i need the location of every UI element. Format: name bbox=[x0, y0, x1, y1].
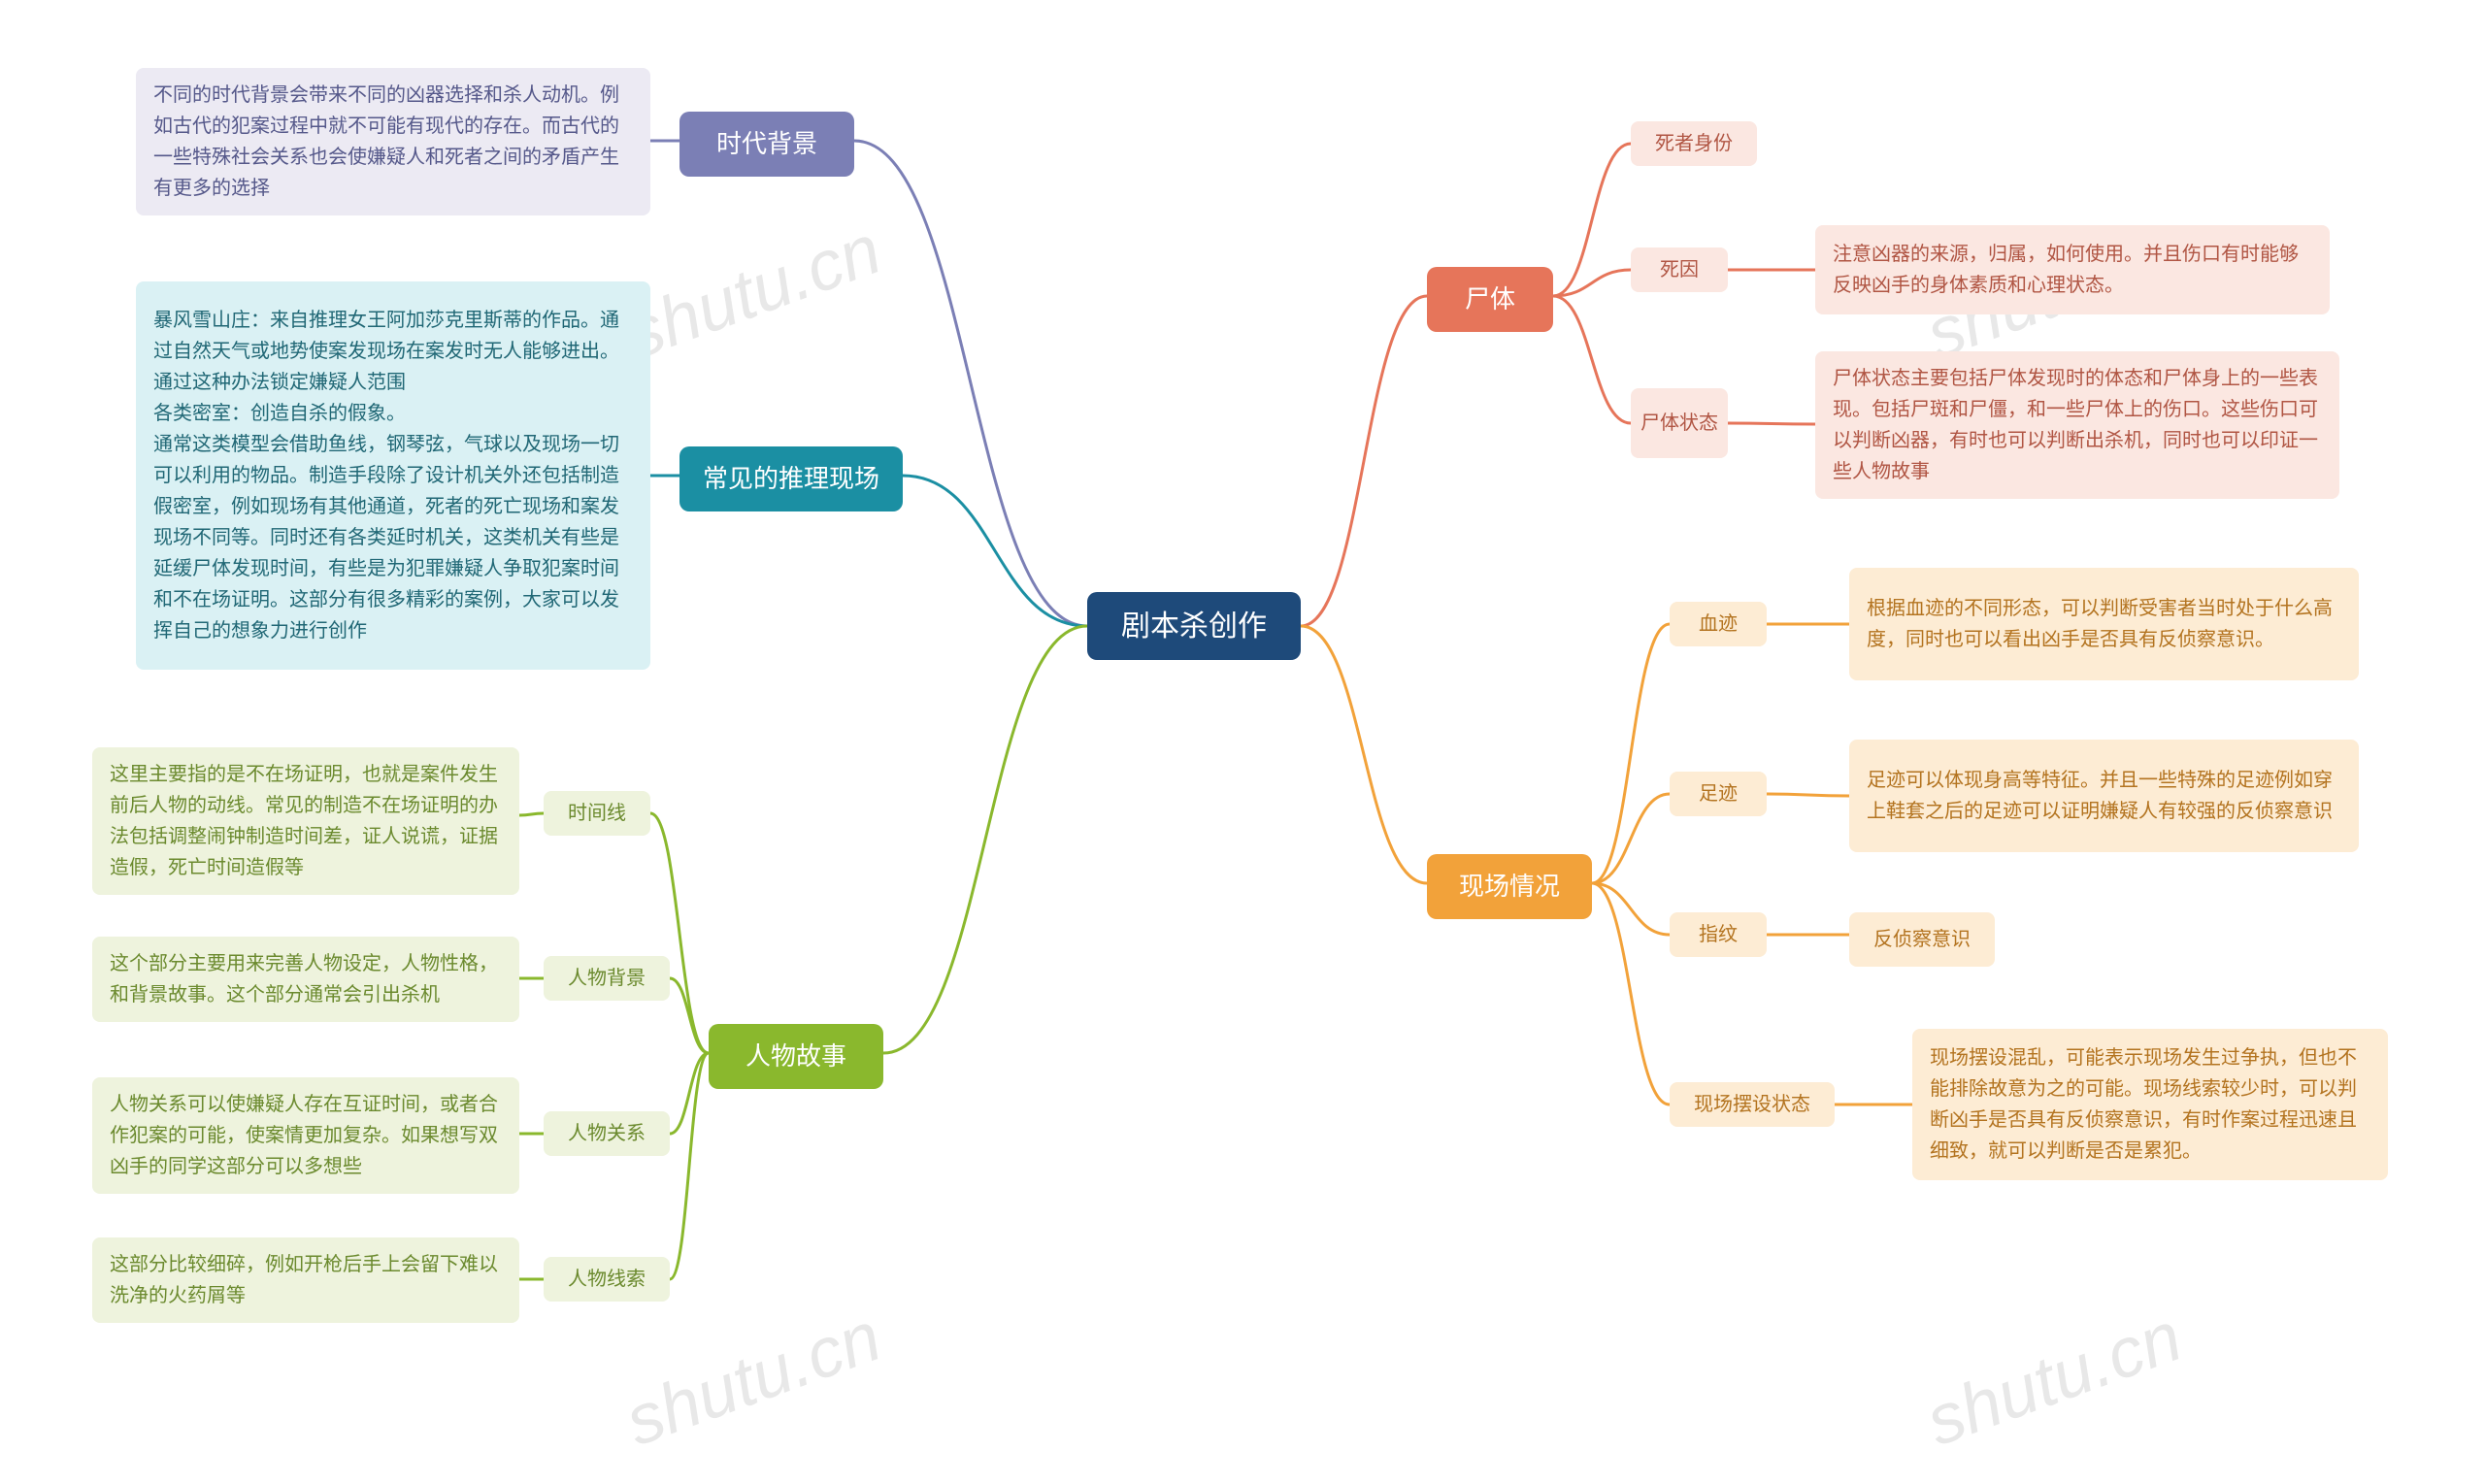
branch-era: 时代背景 bbox=[679, 112, 854, 177]
leaf-story-1: 这个部分主要用来完善人物设定，人物性格，和背景故事。这个部分通常会引出杀机 bbox=[92, 937, 519, 1022]
sub-body-0: 死者身份 bbox=[1631, 121, 1757, 166]
leaf-story-3: 这部分比较细碎，例如开枪后手上会留下难以洗净的火药屑等 bbox=[92, 1237, 519, 1323]
leaf-era-0: 不同的时代背景会带来不同的凶器选择和杀人动机。例如古代的犯案过程中就不可能有现代… bbox=[136, 68, 650, 215]
branch-scene: 常见的推理现场 bbox=[679, 446, 903, 511]
branch-body: 尸体 bbox=[1427, 267, 1553, 332]
watermark: shutu.cn bbox=[615, 1297, 891, 1462]
watermark: shutu.cn bbox=[615, 210, 891, 375]
sub-story-2: 人物关系 bbox=[544, 1111, 670, 1156]
leaf-story-2: 人物关系可以使嫌疑人存在互证时间，或者合作犯案的可能，使案情更加复杂。如果想写双… bbox=[92, 1077, 519, 1194]
leaf-site-2: 反侦察意识 bbox=[1849, 912, 1995, 967]
sub-story-3: 人物线索 bbox=[544, 1257, 670, 1302]
sub-site-0: 血迹 bbox=[1670, 602, 1767, 646]
mindmap-canvas: shutu.cnshutu.cnshutu.cnshutu.cn剧本杀创作时代背… bbox=[0, 0, 2485, 1484]
leaf-scene-0: 暴风雪山庄：来自推理女王阿加莎克里斯蒂的作品。通过自然天气或地势使案发现场在案发… bbox=[136, 281, 650, 670]
sub-story-0: 时间线 bbox=[544, 791, 650, 836]
sub-story-1: 人物背景 bbox=[544, 956, 670, 1001]
leaf-site-3: 现场摆设混乱，可能表示现场发生过争执，但也不能排除故意为之的可能。现场线索较少时… bbox=[1912, 1029, 2388, 1180]
sub-site-2: 指纹 bbox=[1670, 912, 1767, 957]
sub-site-1: 足迹 bbox=[1670, 772, 1767, 816]
branch-story: 人物故事 bbox=[709, 1024, 883, 1089]
leaf-site-0: 根据血迹的不同形态，可以判断受害者当时处于什么高度，同时也可以看出凶手是否具有反… bbox=[1849, 568, 2359, 680]
sub-site-3: 现场摆设状态 bbox=[1670, 1082, 1835, 1127]
leaf-site-1: 足迹可以体现身高等特征。并且一些特殊的足迹例如穿上鞋套之后的足迹可以证明嫌疑人有… bbox=[1849, 740, 2359, 852]
watermark: shutu.cn bbox=[1916, 1297, 2192, 1462]
leaf-body-1: 注意凶器的来源，归属，如何使用。并且伤口有时能够反映凶手的身体素质和心理状态。 bbox=[1815, 225, 2330, 314]
leaf-body-2: 尸体状态主要包括尸体发现时的体态和尸体身上的一些表现。包括尸斑和尸僵，和一些尸体… bbox=[1815, 351, 2339, 499]
sub-body-1: 死因 bbox=[1631, 247, 1728, 292]
leaf-story-0: 这里主要指的是不在场证明，也就是案件发生前后人物的动线。常见的制造不在场证明的办… bbox=[92, 747, 519, 895]
root-node: 剧本杀创作 bbox=[1087, 592, 1301, 660]
sub-body-2: 尸体状态 bbox=[1631, 388, 1728, 458]
branch-site: 现场情况 bbox=[1427, 854, 1592, 919]
